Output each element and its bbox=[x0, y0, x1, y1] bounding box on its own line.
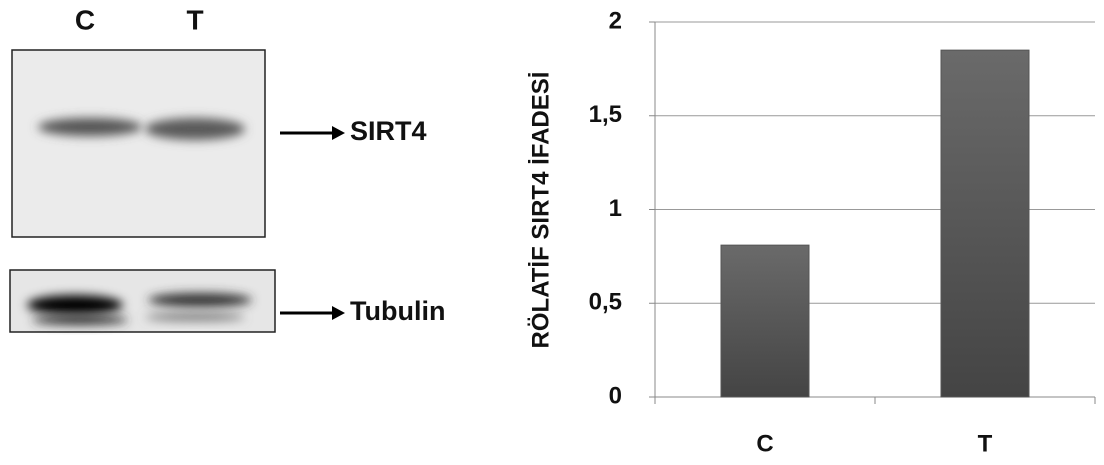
y-tick-label: 1 bbox=[609, 195, 622, 222]
blot-band bbox=[148, 293, 252, 307]
y-tick-label: 1,5 bbox=[589, 101, 622, 128]
arrow-head bbox=[332, 126, 345, 140]
y-axis-label: RÖLATİF SIRT4 İFADESİ bbox=[527, 72, 554, 349]
arrow-head bbox=[332, 306, 345, 320]
blot-band bbox=[32, 315, 128, 325]
blot-panel bbox=[12, 50, 265, 237]
figure: C T SIRT4 Tubulin RÖLATİF SIRT4 İFADESİ … bbox=[0, 0, 1104, 465]
band-label: SIRT4 bbox=[350, 116, 427, 146]
bar-chart: 0 0,5 1 1,5 2 C T bbox=[589, 7, 1095, 457]
blot-band bbox=[145, 313, 245, 321]
lane-label: C bbox=[75, 4, 95, 35]
bar bbox=[721, 245, 809, 397]
y-tick-label: 0,5 bbox=[589, 289, 622, 316]
x-tick-label: C bbox=[756, 430, 773, 457]
y-tick-label: 0 bbox=[609, 382, 622, 409]
blot-band bbox=[27, 295, 123, 315]
blot-band bbox=[145, 118, 245, 140]
x-tick-label: T bbox=[978, 430, 993, 457]
band-label: Tubulin bbox=[350, 296, 445, 326]
lane-label: T bbox=[186, 4, 203, 35]
blot-band bbox=[38, 118, 142, 136]
y-tick-label: 2 bbox=[609, 7, 622, 34]
bar bbox=[941, 50, 1029, 397]
western-blot: C T SIRT4 Tubulin bbox=[10, 4, 445, 332]
